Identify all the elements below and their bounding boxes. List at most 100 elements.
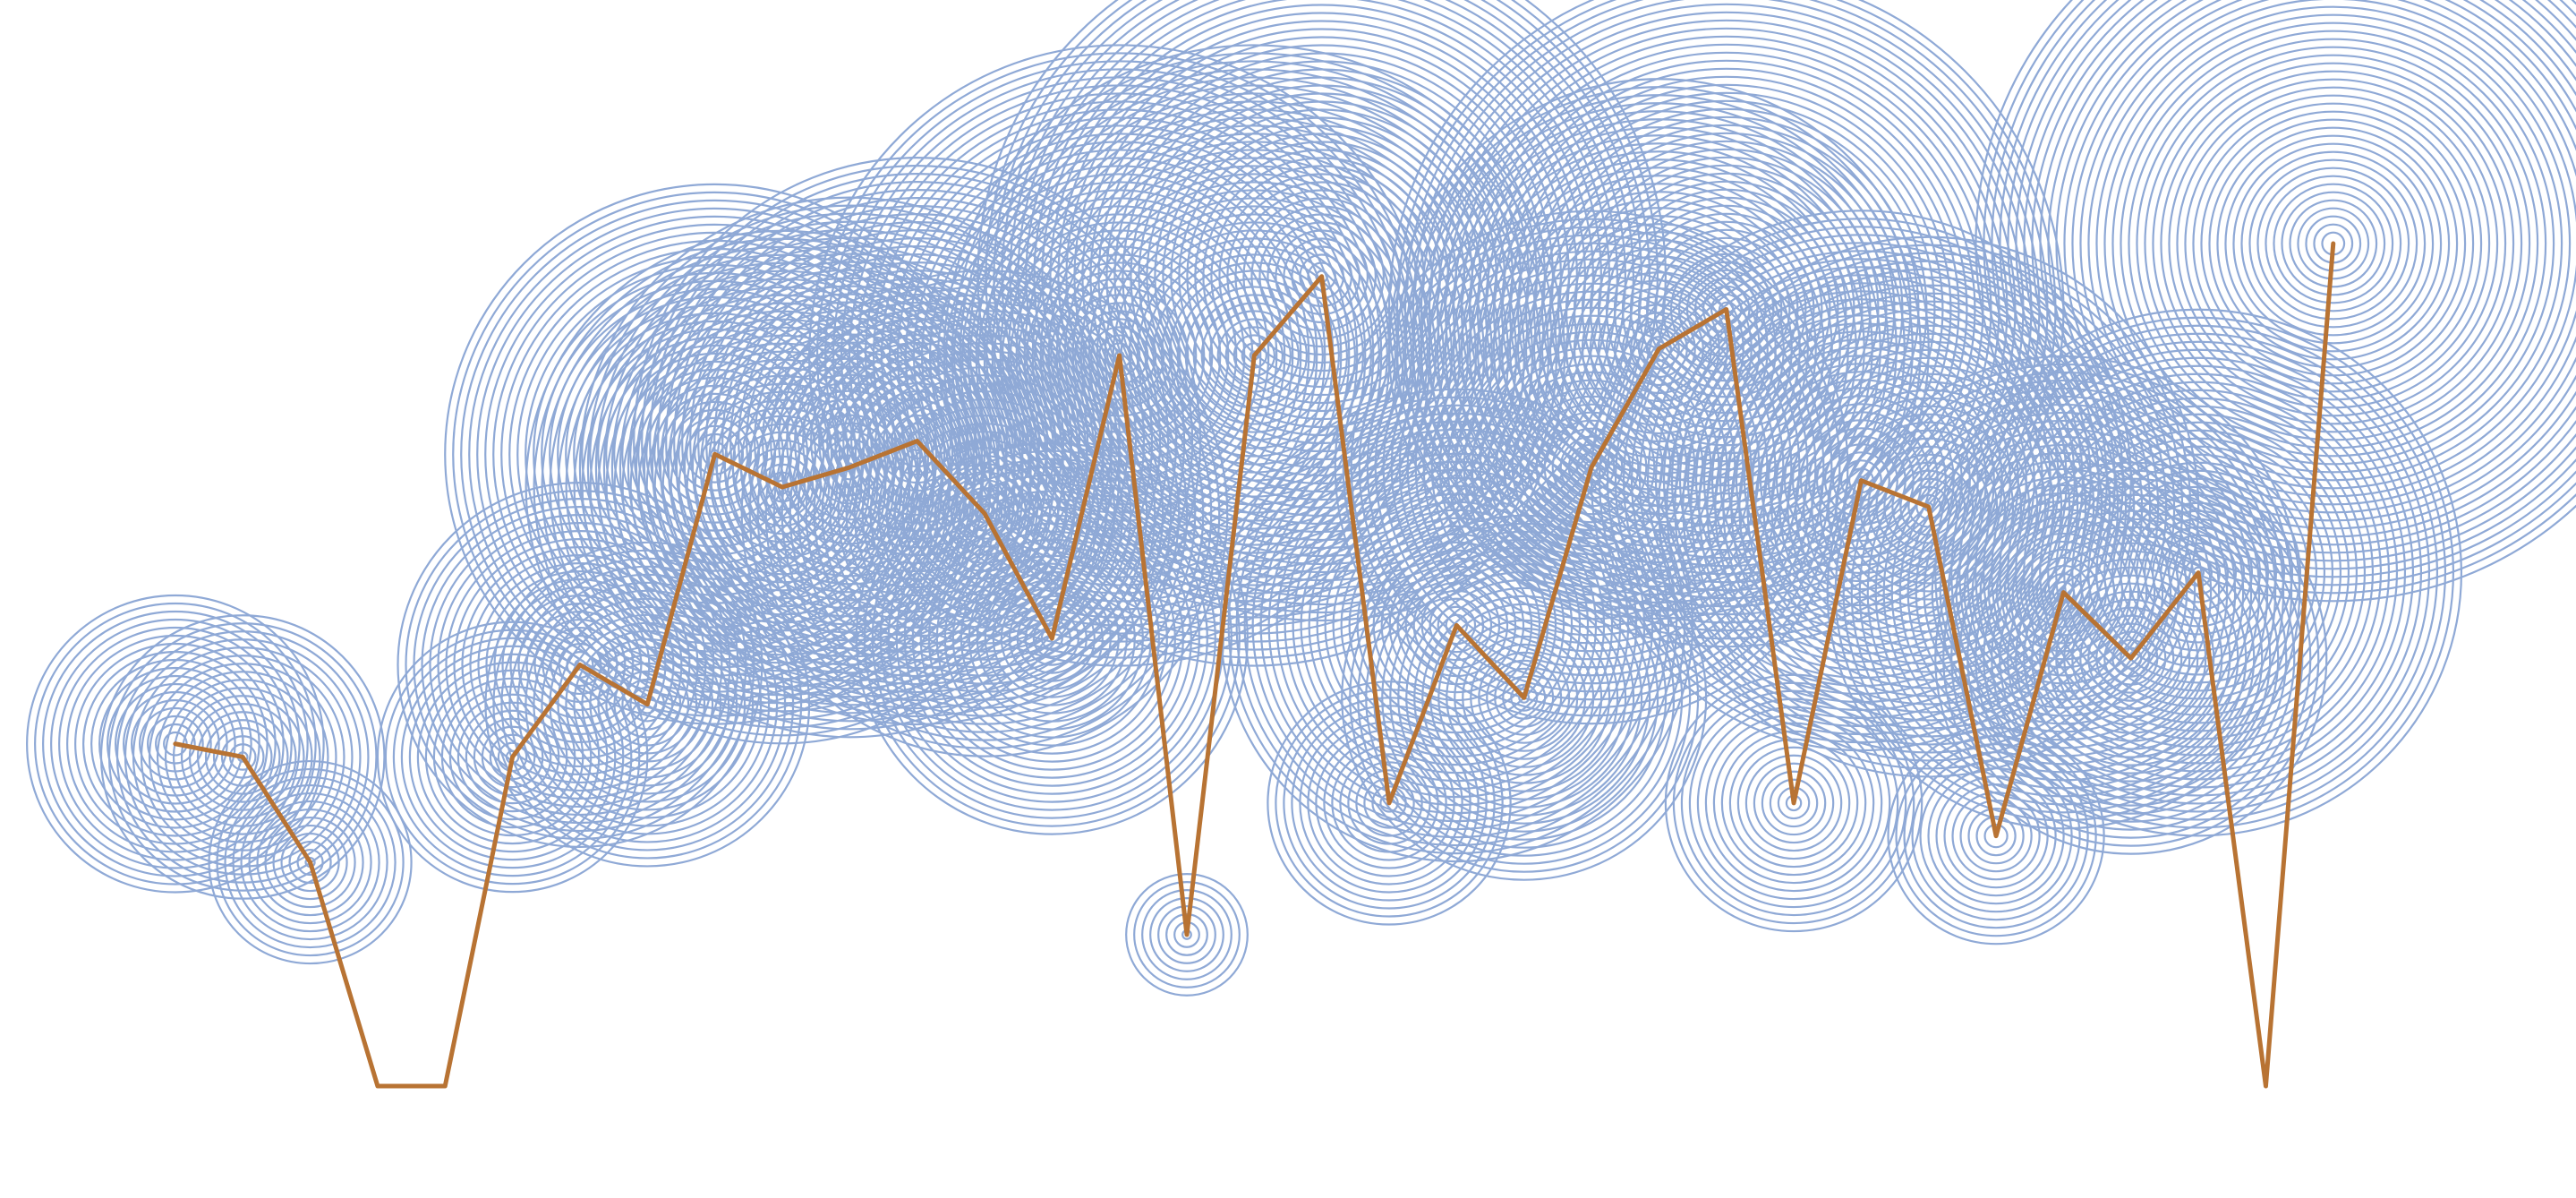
bubble-ring bbox=[107, 622, 378, 892]
bubble-ring bbox=[2103, 477, 2294, 668]
bubble-ring bbox=[1055, 157, 1453, 554]
bubble-ring bbox=[2031, 405, 2367, 740]
bubble-ring bbox=[58, 626, 293, 861]
bubble-ring bbox=[911, 498, 1192, 779]
bubble-ring bbox=[936, 173, 1302, 538]
bubble-ring bbox=[1867, 445, 1991, 569]
bubble-ring bbox=[408, 653, 617, 861]
bubble-ring bbox=[2248, 158, 2418, 329]
bubble-ring bbox=[578, 196, 1121, 739]
bubble-ring bbox=[2039, 413, 2358, 732]
bubble-ring bbox=[1342, 218, 1841, 717]
bubble-ring bbox=[2168, 542, 2230, 603]
bubble-ring bbox=[1753, 762, 1835, 844]
bubble-ring bbox=[1200, 302, 1308, 409]
bubble-ring bbox=[1413, 586, 1635, 809]
bubble-ring bbox=[1882, 411, 2245, 774]
bubble-ring bbox=[2265, 175, 2402, 312]
bubble-ring bbox=[1079, 181, 1429, 530]
bubble-ring bbox=[1470, 643, 1579, 752]
bubble-ring bbox=[960, 546, 1144, 731]
bubble-ring bbox=[1966, 340, 2431, 805]
bubble-ring bbox=[1267, 221, 1378, 332]
bubble-ring bbox=[1903, 743, 2089, 929]
bubble-ring bbox=[204, 719, 281, 795]
bubble-ring bbox=[2289, 199, 2378, 288]
bubble-ring bbox=[1934, 308, 2463, 837]
bubble-ring bbox=[1911, 751, 2081, 921]
bubble-ring bbox=[240, 792, 380, 933]
bubble-ring bbox=[2240, 150, 2427, 337]
bubble-ring bbox=[115, 630, 370, 884]
bubble-ring bbox=[2095, 622, 2167, 694]
bubble-ring bbox=[220, 735, 265, 779]
bubble-ring bbox=[1251, 420, 1662, 831]
bubble-ring bbox=[1015, 116, 1493, 595]
bubble-ring bbox=[1532, 223, 1785, 475]
bubble-ring bbox=[1454, 627, 1595, 768]
bubble-ring bbox=[1677, 261, 1775, 358]
bubble-ring bbox=[629, 686, 666, 723]
bubble-ring bbox=[1975, 0, 2576, 603]
bubble-ring bbox=[1133, 881, 1241, 988]
bubble-ring bbox=[465, 709, 560, 805]
bubble-ring bbox=[131, 698, 220, 789]
bubble-ring bbox=[1397, 570, 1651, 825]
bubble-ring bbox=[2200, 110, 2467, 377]
bubble-ring bbox=[1291, 245, 1353, 308]
bubble-ring bbox=[968, 554, 1136, 723]
bubble-ring bbox=[232, 783, 388, 941]
bubble-ring bbox=[1730, 308, 2128, 706]
bubble-ring bbox=[2168, 78, 2499, 409]
bubble-ring bbox=[1999, 526, 2264, 791]
bubble-ring bbox=[1500, 83, 1952, 535]
bubble-ring bbox=[2297, 207, 2370, 280]
bubble-ring bbox=[1165, 913, 1208, 956]
bubble-rings-layer bbox=[26, 0, 2576, 997]
bubble-ring bbox=[1842, 371, 2285, 814]
bubble-ring bbox=[1761, 770, 1827, 836]
bubble-ring bbox=[920, 157, 1318, 554]
bubble-ring bbox=[1023, 124, 1485, 586]
bubble-ring bbox=[1168, 270, 1340, 441]
bubble-ring bbox=[1696, 706, 1891, 901]
bubble-ring bbox=[1999, 0, 2576, 578]
bubble-ring bbox=[780, 310, 1189, 717]
bubble-ring bbox=[132, 646, 354, 868]
bubble-ring bbox=[1736, 746, 1851, 860]
bubble-ring bbox=[216, 767, 405, 957]
bubble-ring bbox=[2111, 638, 2151, 678]
bubble-ring bbox=[2055, 429, 2342, 716]
bubble-ring bbox=[871, 458, 1233, 819]
bubble-ring bbox=[42, 610, 309, 877]
bubble-ring bbox=[1390, 266, 1793, 669]
bubble-ring bbox=[1991, 364, 2407, 781]
bubble-ring bbox=[2176, 550, 2222, 595]
bubble-ring bbox=[2144, 518, 2254, 628]
bubble-ring bbox=[1008, 595, 1096, 682]
bubble-ring bbox=[2087, 614, 2175, 702]
bubble-ring bbox=[985, 0, 1659, 613]
bubble-ring bbox=[1017, 0, 1626, 582]
bubble-ring bbox=[613, 318, 951, 656]
bubble-ring bbox=[416, 661, 609, 853]
bubble-ring bbox=[264, 816, 356, 909]
bubble-ring bbox=[1983, 0, 2576, 595]
bubble-ring bbox=[1299, 253, 1345, 300]
bubble-32 bbox=[1975, 0, 2576, 603]
bubble-ring bbox=[140, 655, 345, 860]
bubble-ring bbox=[296, 848, 324, 877]
bubble-ring bbox=[1898, 427, 2229, 757]
bubble-ring bbox=[288, 840, 332, 885]
bubble-ring bbox=[228, 743, 257, 771]
bubble-ring bbox=[208, 759, 413, 965]
bubble-ring bbox=[2055, 0, 2576, 522]
bubble-ring bbox=[2224, 134, 2443, 353]
bubble-ring bbox=[2232, 142, 2435, 345]
bubble-ring bbox=[1063, 165, 1445, 546]
bubble-ring bbox=[1208, 310, 1300, 401]
bubble-ring bbox=[1581, 271, 1736, 427]
bubble-ring bbox=[484, 541, 811, 868]
bubble-ring bbox=[2015, 0, 2576, 562]
bubble-ring bbox=[657, 181, 1178, 702]
